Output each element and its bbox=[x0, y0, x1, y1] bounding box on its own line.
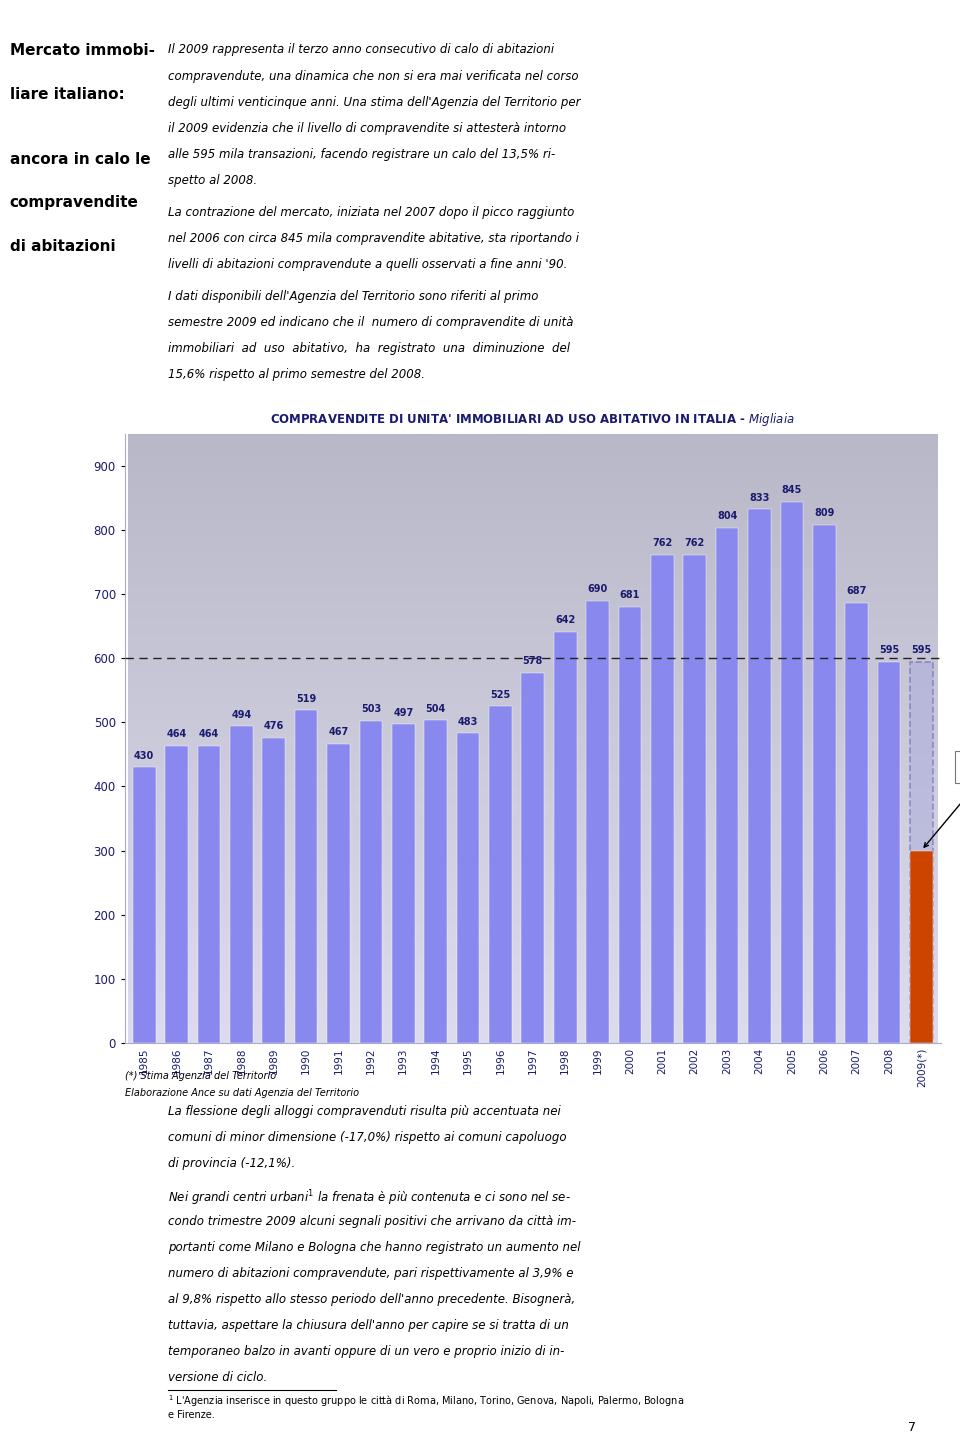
Text: Elaborazione Ance su dati Agenzia del Territorio: Elaborazione Ance su dati Agenzia del Te… bbox=[125, 1087, 359, 1098]
Text: Mercato immobi-: Mercato immobi- bbox=[10, 43, 155, 58]
Text: 430: 430 bbox=[134, 752, 155, 760]
Bar bbox=[489, 707, 512, 1043]
Bar bbox=[554, 631, 577, 1043]
Text: ancora in calo le: ancora in calo le bbox=[10, 152, 150, 167]
Bar bbox=[910, 662, 933, 1043]
Text: portanti come Milano e Bologna che hanno registrato un aumento nel: portanti come Milano e Bologna che hanno… bbox=[168, 1241, 581, 1254]
Text: il 2009 evidenzia che il livello di compravendite si attesterà intorno: il 2009 evidenzia che il livello di comp… bbox=[168, 122, 566, 135]
Text: 15,6% rispetto al primo semestre del 2008.: 15,6% rispetto al primo semestre del 200… bbox=[168, 368, 425, 381]
Text: 595: 595 bbox=[878, 646, 900, 656]
Text: 476: 476 bbox=[264, 721, 284, 731]
Text: livelli di abitazioni compravendute a quelli osservati a fine anni '90.: livelli di abitazioni compravendute a qu… bbox=[168, 258, 567, 271]
Text: 845: 845 bbox=[781, 485, 802, 495]
Text: versione di ciclo.: versione di ciclo. bbox=[168, 1371, 267, 1384]
Text: I dati disponibili dell'Agenzia del Territorio sono riferiti al primo: I dati disponibili dell'Agenzia del Terr… bbox=[168, 290, 539, 303]
Text: Il 2009 rappresenta il terzo anno consecutivo di calo di abitazioni: Il 2009 rappresenta il terzo anno consec… bbox=[168, 43, 554, 56]
Bar bbox=[230, 727, 252, 1043]
Text: comuni di minor dimensione (-17,0%) rispetto ai comuni capoluogo: comuni di minor dimensione (-17,0%) risp… bbox=[168, 1131, 566, 1144]
Bar bbox=[684, 555, 706, 1043]
Text: e Firenze.: e Firenze. bbox=[168, 1410, 215, 1420]
Text: 809: 809 bbox=[814, 508, 834, 518]
Text: spetto al 2008.: spetto al 2008. bbox=[168, 174, 257, 187]
Bar bbox=[651, 555, 674, 1043]
Bar bbox=[132, 767, 156, 1043]
Text: 525: 525 bbox=[491, 691, 511, 699]
Text: di abitazioni: di abitazioni bbox=[10, 239, 115, 253]
Bar bbox=[813, 524, 835, 1043]
Bar bbox=[877, 662, 900, 1043]
Bar bbox=[748, 510, 771, 1043]
Bar bbox=[198, 746, 221, 1043]
Text: alle 595 mila transazioni, facendo registrare un calo del 13,5% ri-: alle 595 mila transazioni, facendo regis… bbox=[168, 148, 555, 161]
Bar bbox=[424, 720, 447, 1043]
Text: 642: 642 bbox=[555, 615, 575, 626]
Text: compravendute, una dinamica che non si era mai verificata nel corso: compravendute, una dinamica che non si e… bbox=[168, 70, 579, 83]
Bar bbox=[521, 672, 544, 1043]
Text: tuttavia, aspettare la chiusura dell'anno per capire se si tratta di un: tuttavia, aspettare la chiusura dell'ann… bbox=[168, 1319, 569, 1332]
Text: 595: 595 bbox=[911, 646, 931, 656]
Text: 467: 467 bbox=[328, 727, 348, 737]
Text: 833: 833 bbox=[749, 492, 770, 502]
Text: $^1$ L'Agenzia inserisce in questo gruppo le città di Roma, Milano, Torino, Geno: $^1$ L'Agenzia inserisce in questo grupp… bbox=[168, 1393, 684, 1409]
Text: nel 2006 con circa 845 mila compravendite abitative, sta riportando i: nel 2006 con circa 845 mila compravendit… bbox=[168, 232, 579, 245]
Text: numero di abitazioni compravendute, pari rispettivamente al 3,9% e: numero di abitazioni compravendute, pari… bbox=[168, 1267, 573, 1280]
Bar bbox=[262, 738, 285, 1043]
Text: 503: 503 bbox=[361, 704, 381, 714]
Text: (*) Stima Agenzia del Territorio: (*) Stima Agenzia del Territorio bbox=[125, 1070, 276, 1080]
Text: condo trimestre 2009 alcuni segnali positivi che arrivano da città im-: condo trimestre 2009 alcuni segnali posi… bbox=[168, 1215, 576, 1228]
Bar bbox=[618, 607, 641, 1043]
Text: 497: 497 bbox=[394, 708, 414, 718]
Text: 687: 687 bbox=[847, 586, 867, 597]
Text: 494: 494 bbox=[231, 710, 252, 720]
Text: 762: 762 bbox=[652, 539, 672, 549]
Text: 464: 464 bbox=[166, 730, 187, 738]
Text: immobiliari  ad  uso  abitativo,  ha  registrato  una  diminuzione  del: immobiliari ad uso abitativo, ha registr… bbox=[168, 342, 570, 355]
Bar bbox=[295, 711, 318, 1043]
Text: al 9,8% rispetto allo stesso periodo dell'anno precedente. Bisognerà,: al 9,8% rispetto allo stesso periodo del… bbox=[168, 1293, 575, 1306]
Text: temporaneo balzo in avanti oppure di un vero e proprio inizio di in-: temporaneo balzo in avanti oppure di un … bbox=[168, 1345, 564, 1358]
Text: 762: 762 bbox=[684, 539, 705, 549]
Text: La contrazione del mercato, iniziata nel 2007 dopo il picco raggiunto: La contrazione del mercato, iniziata nel… bbox=[168, 206, 574, 219]
Bar bbox=[780, 501, 804, 1043]
Bar bbox=[716, 529, 738, 1043]
Bar bbox=[360, 721, 382, 1043]
Text: 464: 464 bbox=[199, 730, 219, 738]
Text: compravendite: compravendite bbox=[10, 195, 138, 210]
Text: di provincia (-12,1%).: di provincia (-12,1%). bbox=[168, 1157, 296, 1170]
Text: Nei grandi centri urbani$^1$ la frenata è più contenuta e ci sono nel se-: Nei grandi centri urbani$^1$ la frenata … bbox=[168, 1189, 571, 1209]
Bar bbox=[587, 601, 609, 1043]
Text: 504: 504 bbox=[425, 704, 445, 714]
Text: 578: 578 bbox=[522, 656, 543, 666]
Bar bbox=[910, 850, 933, 1043]
Text: 804: 804 bbox=[717, 511, 737, 521]
Text: I sem. 2009
     300: I sem. 2009 300 bbox=[924, 756, 960, 847]
Bar bbox=[457, 733, 479, 1043]
Bar bbox=[165, 746, 188, 1043]
Bar bbox=[392, 724, 415, 1043]
Text: 681: 681 bbox=[620, 591, 640, 601]
Bar bbox=[327, 744, 349, 1043]
Bar bbox=[845, 602, 868, 1043]
Text: degli ultimi venticinque anni. Una stima dell'Agenzia del Territorio per: degli ultimi venticinque anni. Una stima… bbox=[168, 96, 581, 109]
Text: La flessione degli alloggi compravenduti risulta più accentuata nei: La flessione degli alloggi compravenduti… bbox=[168, 1105, 561, 1118]
Title: COMPRAVENDITE DI UNITA' IMMOBILIARI AD USO ABITATIVO IN ITALIA - $\bf{\it{Miglia: COMPRAVENDITE DI UNITA' IMMOBILIARI AD U… bbox=[271, 411, 795, 429]
Text: semestre 2009 ed indicano che il  numero di compravendite di unità: semestre 2009 ed indicano che il numero … bbox=[168, 316, 573, 329]
Text: 519: 519 bbox=[296, 694, 316, 704]
Text: 7: 7 bbox=[908, 1420, 916, 1434]
Text: 690: 690 bbox=[588, 585, 608, 595]
Text: 483: 483 bbox=[458, 717, 478, 727]
Text: liare italiano:: liare italiano: bbox=[10, 87, 125, 101]
